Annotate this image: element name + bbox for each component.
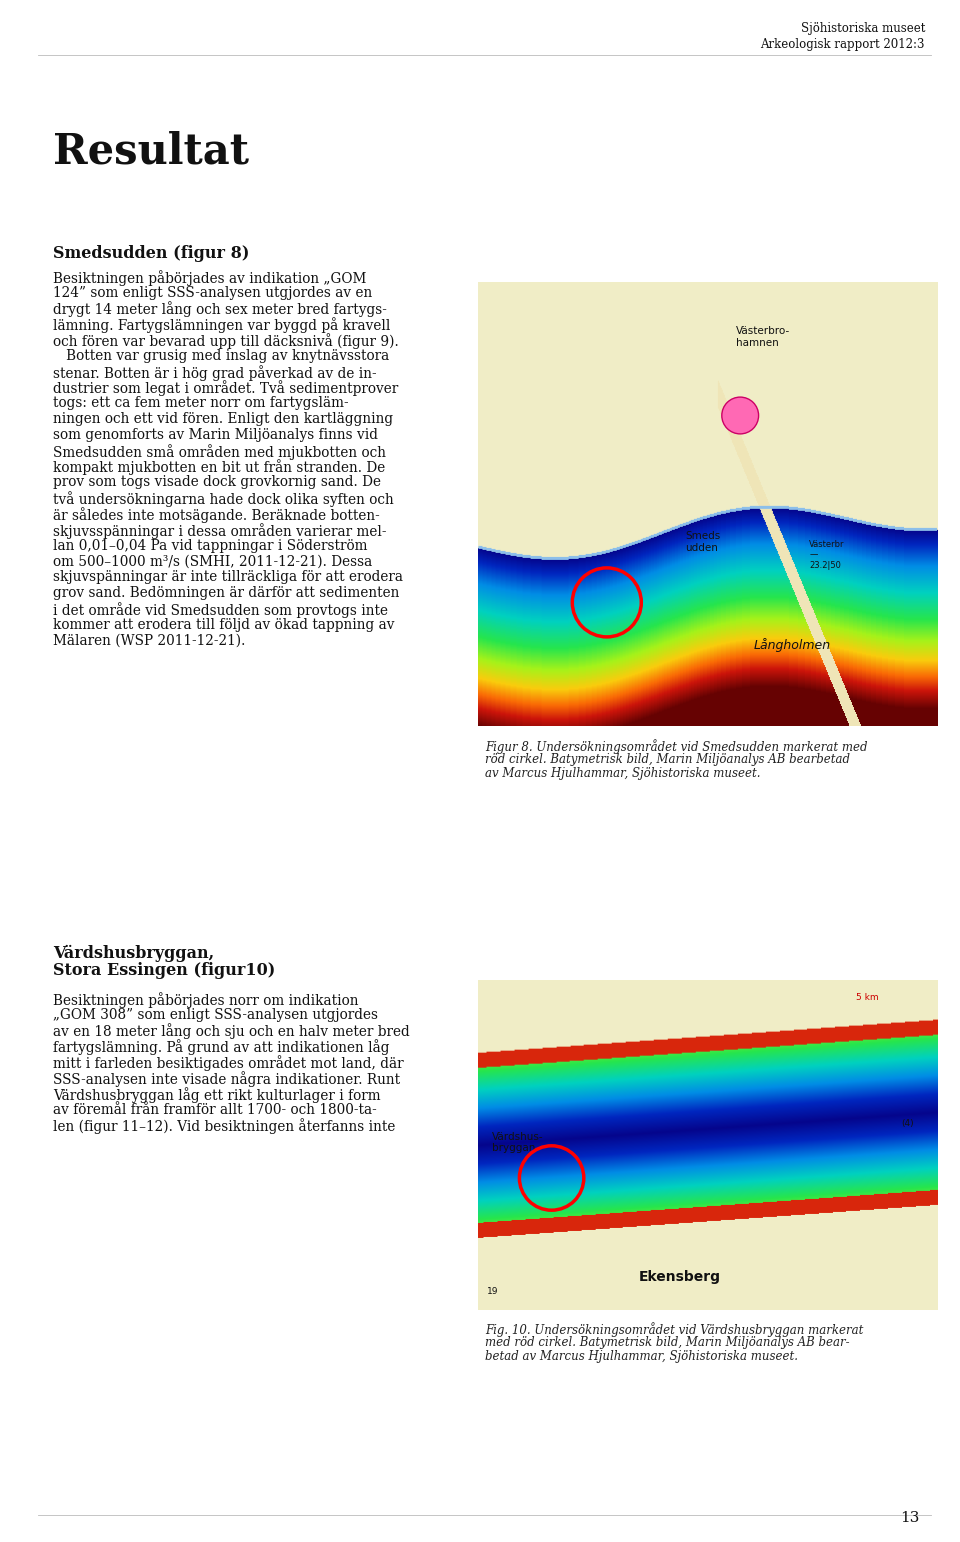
Text: 5 km: 5 km [855,993,878,1002]
Text: av Marcus Hjulhammar, Sjöhistoriska museet.: av Marcus Hjulhammar, Sjöhistoriska muse… [485,766,760,780]
Text: betad av Marcus Hjulhammar, Sjöhistoriska museet.: betad av Marcus Hjulhammar, Sjöhistorisk… [485,1349,798,1363]
Text: „GOM 308” som enligt SSS-analysen utgjordes: „GOM 308” som enligt SSS-analysen utgjor… [53,1008,378,1022]
Text: Västerbro-
hamnen: Västerbro- hamnen [735,327,790,348]
Text: prov som togs visade dock grovkornig sand. De: prov som togs visade dock grovkornig san… [53,475,381,489]
Text: Västerbr
—
23.2|50: Västerbr — 23.2|50 [809,540,845,571]
Text: och fören var bevarad upp till däcksnivå (figur 9).: och fören var bevarad upp till däcksnivå… [53,333,398,348]
Text: drygt 14 meter lång och sex meter bred fartygs-: drygt 14 meter lång och sex meter bred f… [53,302,387,318]
Text: 13: 13 [900,1511,920,1525]
Text: Sjöhistoriska museet: Sjöhistoriska museet [801,22,925,35]
Text: kompakt mjukbotten en bit ut från stranden. De: kompakt mjukbotten en bit ut från strand… [53,460,385,475]
Text: Stora Essingen (figur10): Stora Essingen (figur10) [53,962,276,979]
Text: med röd cirkel. Batymetrisk bild, Marin Miljöanalys AB bear-: med röd cirkel. Batymetrisk bild, Marin … [485,1335,850,1349]
Text: grov sand. Bedömningen är därför att sedimenten: grov sand. Bedömningen är därför att sed… [53,586,399,600]
Text: ningen och ett vid fören. Enligt den kartläggning: ningen och ett vid fören. Enligt den kar… [53,412,393,426]
Text: mitt i farleden besiktigades området mot land, där: mitt i farleden besiktigades området mot… [53,1055,403,1072]
Text: Smedsudden (figur 8): Smedsudden (figur 8) [53,245,250,262]
Text: (4): (4) [901,1118,914,1127]
Text: av en 18 meter lång och sju och en halv meter bred: av en 18 meter lång och sju och en halv … [53,1024,410,1039]
Text: Fig. 10. Undersökningsområdet vid Värdshusbryggan markerat: Fig. 10. Undersökningsområdet vid Värdsh… [485,1321,863,1337]
Text: dustrier som legat i området. Två sedimentprover: dustrier som legat i området. Två sedime… [53,381,398,396]
Text: 124” som enligt SSS-analysen utgjordes av en: 124” som enligt SSS-analysen utgjordes a… [53,285,372,299]
Text: Arkeologisk rapport 2012:3: Arkeologisk rapport 2012:3 [760,39,925,51]
Text: Smedsudden små områden med mjukbotten och: Smedsudden små områden med mjukbotten oc… [53,444,386,460]
Text: två undersökningarna hade dock olika syften och: två undersökningarna hade dock olika syf… [53,492,394,507]
Text: Botten var grusig med inslag av knytnävsstora: Botten var grusig med inslag av knytnävs… [53,348,389,362]
Text: Värdshus-
bryggan: Värdshus- bryggan [492,1132,543,1153]
Text: Värdshusbryggan,: Värdshusbryggan, [53,945,214,962]
Text: Besiktningen påbörjades norr om indikation: Besiktningen påbörjades norr om indikati… [53,992,358,1008]
Text: av föremål från framför allt 1700- och 1800-ta-: av föremål från framför allt 1700- och 1… [53,1103,376,1116]
Text: Ekensberg: Ekensberg [639,1271,721,1284]
Text: SSS-analysen inte visade några indikationer. Runt: SSS-analysen inte visade några indikatio… [53,1072,400,1087]
Text: om 500–1000 m³/s (SMHI, 2011-12-21). Dessa: om 500–1000 m³/s (SMHI, 2011-12-21). Des… [53,555,372,569]
Text: är således inte motsägande. Beräknade botten-: är således inte motsägande. Beräknade bo… [53,507,379,523]
Text: kommer att erodera till följd av ökad tappning av: kommer att erodera till följd av ökad ta… [53,618,395,632]
Text: Figur 8. Undersökningsområdet vid Smedsudden markerat med: Figur 8. Undersökningsområdet vid Smedsu… [485,739,867,754]
Text: skjuvsspänningar i dessa områden varierar mel-: skjuvsspänningar i dessa områden variera… [53,523,386,538]
Text: skjuvspänningar är inte tillräckliga för att erodera: skjuvspänningar är inte tillräckliga för… [53,571,403,584]
Text: stenar. Botten är i hög grad påverkad av de in-: stenar. Botten är i hög grad påverkad av… [53,365,376,381]
Text: som genomforts av Marin Miljöanalys finns vid: som genomforts av Marin Miljöanalys finn… [53,429,378,443]
Text: fartygslämning. På grund av att indikationen låg: fartygslämning. På grund av att indikati… [53,1039,390,1055]
Text: 19: 19 [487,1288,498,1295]
Text: Besiktningen påbörjades av indikation „GOM: Besiktningen påbörjades av indikation „G… [53,270,366,285]
Text: Smeds
udden: Smeds udden [685,530,720,552]
Text: lan 0,01–0,04 Pa vid tappningar i Söderström: lan 0,01–0,04 Pa vid tappningar i Söders… [53,538,368,552]
Text: togs: ett ca fem meter norr om fartygsläm-: togs: ett ca fem meter norr om fartygslä… [53,396,348,410]
Text: Långholmen: Långholmen [754,638,831,652]
Text: Resultat: Resultat [53,130,249,173]
Text: lämning. Fartygslämningen var byggd på kravell: lämning. Fartygslämningen var byggd på k… [53,318,390,333]
Text: Mälaren (WSP 2011-12-21).: Mälaren (WSP 2011-12-21). [53,634,245,648]
Text: Värdshusbryggan låg ett rikt kulturlager i form: Värdshusbryggan låg ett rikt kulturlager… [53,1087,380,1103]
Text: len (figur 11–12). Vid besiktningen återfanns inte: len (figur 11–12). Vid besiktningen åter… [53,1118,396,1135]
Text: röd cirkel. Batymetrisk bild, Marin Miljöanalys AB bearbetad: röd cirkel. Batymetrisk bild, Marin Milj… [485,752,850,766]
Text: i det område vid Smedsudden som provtogs inte: i det område vid Smedsudden som provtogs… [53,601,388,618]
Circle shape [722,398,758,433]
